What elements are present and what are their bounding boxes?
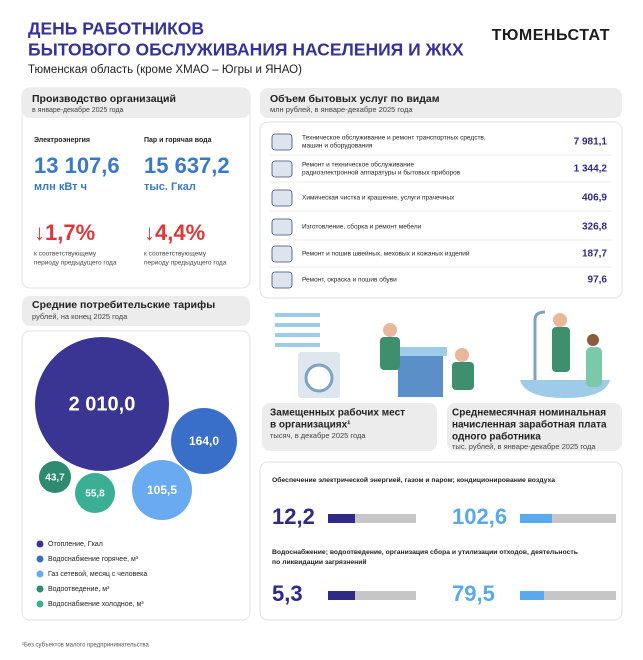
service-value: 1 344,2 [574, 164, 608, 175]
tariff-value: 43,7 [45, 473, 65, 484]
tariff-value: 2 010,0 [69, 393, 136, 415]
bar-fill [520, 591, 544, 600]
item-unit: тыс. Гкал [144, 181, 196, 193]
tariff-bubble [75, 473, 115, 513]
section-subtitle: в январе-декабре 2025 года [32, 106, 124, 114]
legend-dot [36, 570, 44, 578]
tariff-bubble [35, 337, 169, 471]
service-value: 7 981,1 [574, 137, 608, 148]
bar-track [328, 591, 416, 600]
item-value: 15 637,2 [144, 153, 230, 178]
section-subtitle: млн рублей, в январе-декабре 2025 года [270, 105, 413, 114]
wage-title: начисленная заработная плата [452, 419, 607, 431]
bar-track [328, 514, 416, 523]
sector-wage: 79,5 [452, 581, 495, 606]
item-value: 13 107,6 [34, 153, 120, 178]
sectors-card [259, 461, 623, 621]
tariff-bubble [39, 461, 71, 493]
tariff-bubble [132, 460, 192, 520]
wage-subtitle: тыс. рублей, в январе-декабре 2025 года [452, 442, 596, 451]
legend-dot [36, 600, 44, 608]
item-change: ↓1,7% [34, 220, 95, 245]
service-icon [271, 245, 293, 263]
service-label: Ремонт и пошив швейных, меховых и кожаны… [302, 250, 470, 258]
item-unit: млн кВт ч [34, 181, 87, 193]
title: ДЕНЬ РАБОТНИКОВ [28, 19, 204, 39]
bar-track [520, 591, 616, 600]
service-value: 406,9 [582, 193, 607, 204]
service-value: 326,8 [582, 222, 607, 233]
service-label: машин и оборудования [302, 142, 373, 150]
legend-label: Водоснабжение холодное, м³ [48, 600, 144, 608]
tariffs-header [22, 296, 250, 326]
tariff-value: 55,8 [85, 489, 105, 500]
sector-title: по ликвидации загрязнений [272, 558, 367, 566]
item-note: периоду предыдущего года [34, 260, 117, 267]
legend-dot [36, 555, 44, 563]
item-change: ↓4,4% [144, 220, 205, 245]
sector-jobs: 5,3 [272, 581, 303, 606]
wage-title: Среднемесячная номинальная [452, 408, 606, 419]
tariff-value: 105,5 [147, 483, 177, 497]
service-label: Изготовление, сборка и ремонт мебели [302, 223, 422, 231]
subtitle: Тюменская область (кроме ХМАО – Югры и Я… [28, 64, 302, 76]
item-label: Пар и горячая вода [144, 137, 212, 144]
item-label: Электроэнергия [34, 137, 90, 144]
jobs-subtitle: тысяч, в декабре 2025 года [270, 431, 366, 440]
section-title: Объем бытовых услуг по видам [270, 93, 440, 105]
legend-label: Отопление, Гкал [48, 541, 103, 548]
illustration [275, 310, 610, 398]
tariff-bubble [171, 408, 237, 474]
section-title: Средние потребительские тарифы [32, 299, 215, 311]
service-label: Ремонт, окраска и пошив обуви [302, 276, 397, 284]
service-icon [271, 189, 293, 207]
legend-dot [36, 585, 44, 593]
title: БЫТОВОГО ОБСЛУЖИВАНИЯ НАСЕЛЕНИЯ И ЖКХ [28, 40, 464, 60]
bar-fill [520, 514, 552, 523]
legend-label: Водоотведение, м³ [48, 586, 110, 593]
service-icon [271, 218, 293, 236]
brand: ТЮМЕНЬСТАТ [492, 27, 610, 44]
item-note: периоду предыдущего года [144, 260, 227, 267]
service-icon [271, 133, 293, 151]
sector-jobs: 12,2 [272, 504, 315, 529]
service-icon [271, 160, 293, 178]
sector-title: Обеспечение электрической энергией, газо… [272, 476, 555, 484]
footnote: ¹Без субъектов малого предпринимательств… [22, 643, 149, 649]
sector-title: Водоснабжение; водоотведение, организаци… [272, 548, 578, 556]
legend-label: Водоснабжение горячее, м³ [48, 555, 139, 563]
tariff-value: 164,0 [189, 434, 219, 448]
production-header [22, 88, 250, 118]
services-header [260, 88, 622, 118]
legend-label: Газ сетевой, месяц с человека [48, 570, 147, 578]
item-note: к соответствующему [34, 251, 97, 258]
service-icon [271, 271, 293, 289]
service-label: Техническое обслуживание и ремонт трансп… [302, 134, 486, 142]
services-card [259, 121, 623, 299]
jobs-title: в организациях¹ [270, 420, 351, 431]
jobs-header [262, 403, 437, 451]
service-label: радиоэлектронной аппаратуры и бытовых пр… [302, 169, 461, 177]
bar-fill [328, 591, 355, 600]
bar-track [520, 514, 616, 523]
service-label: Химическая чистка и крашение, услуги пра… [302, 195, 455, 202]
service-label: Ремонт и техническое обслуживание [302, 161, 414, 169]
legend-dot [36, 540, 44, 548]
section-subtitle: рублей, на конец 2025 года [32, 312, 128, 321]
wage-title: одного работника [452, 431, 541, 443]
item-note: к соответствующему [144, 251, 207, 258]
wage-header [447, 403, 622, 451]
sector-wage: 102,6 [452, 504, 507, 529]
service-value: 187,7 [582, 249, 607, 260]
bar-fill [328, 514, 355, 523]
section-title: Производство организаций [32, 93, 176, 105]
jobs-title: Замещенных рабочих мест [270, 407, 405, 419]
service-value: 97,6 [588, 275, 608, 286]
